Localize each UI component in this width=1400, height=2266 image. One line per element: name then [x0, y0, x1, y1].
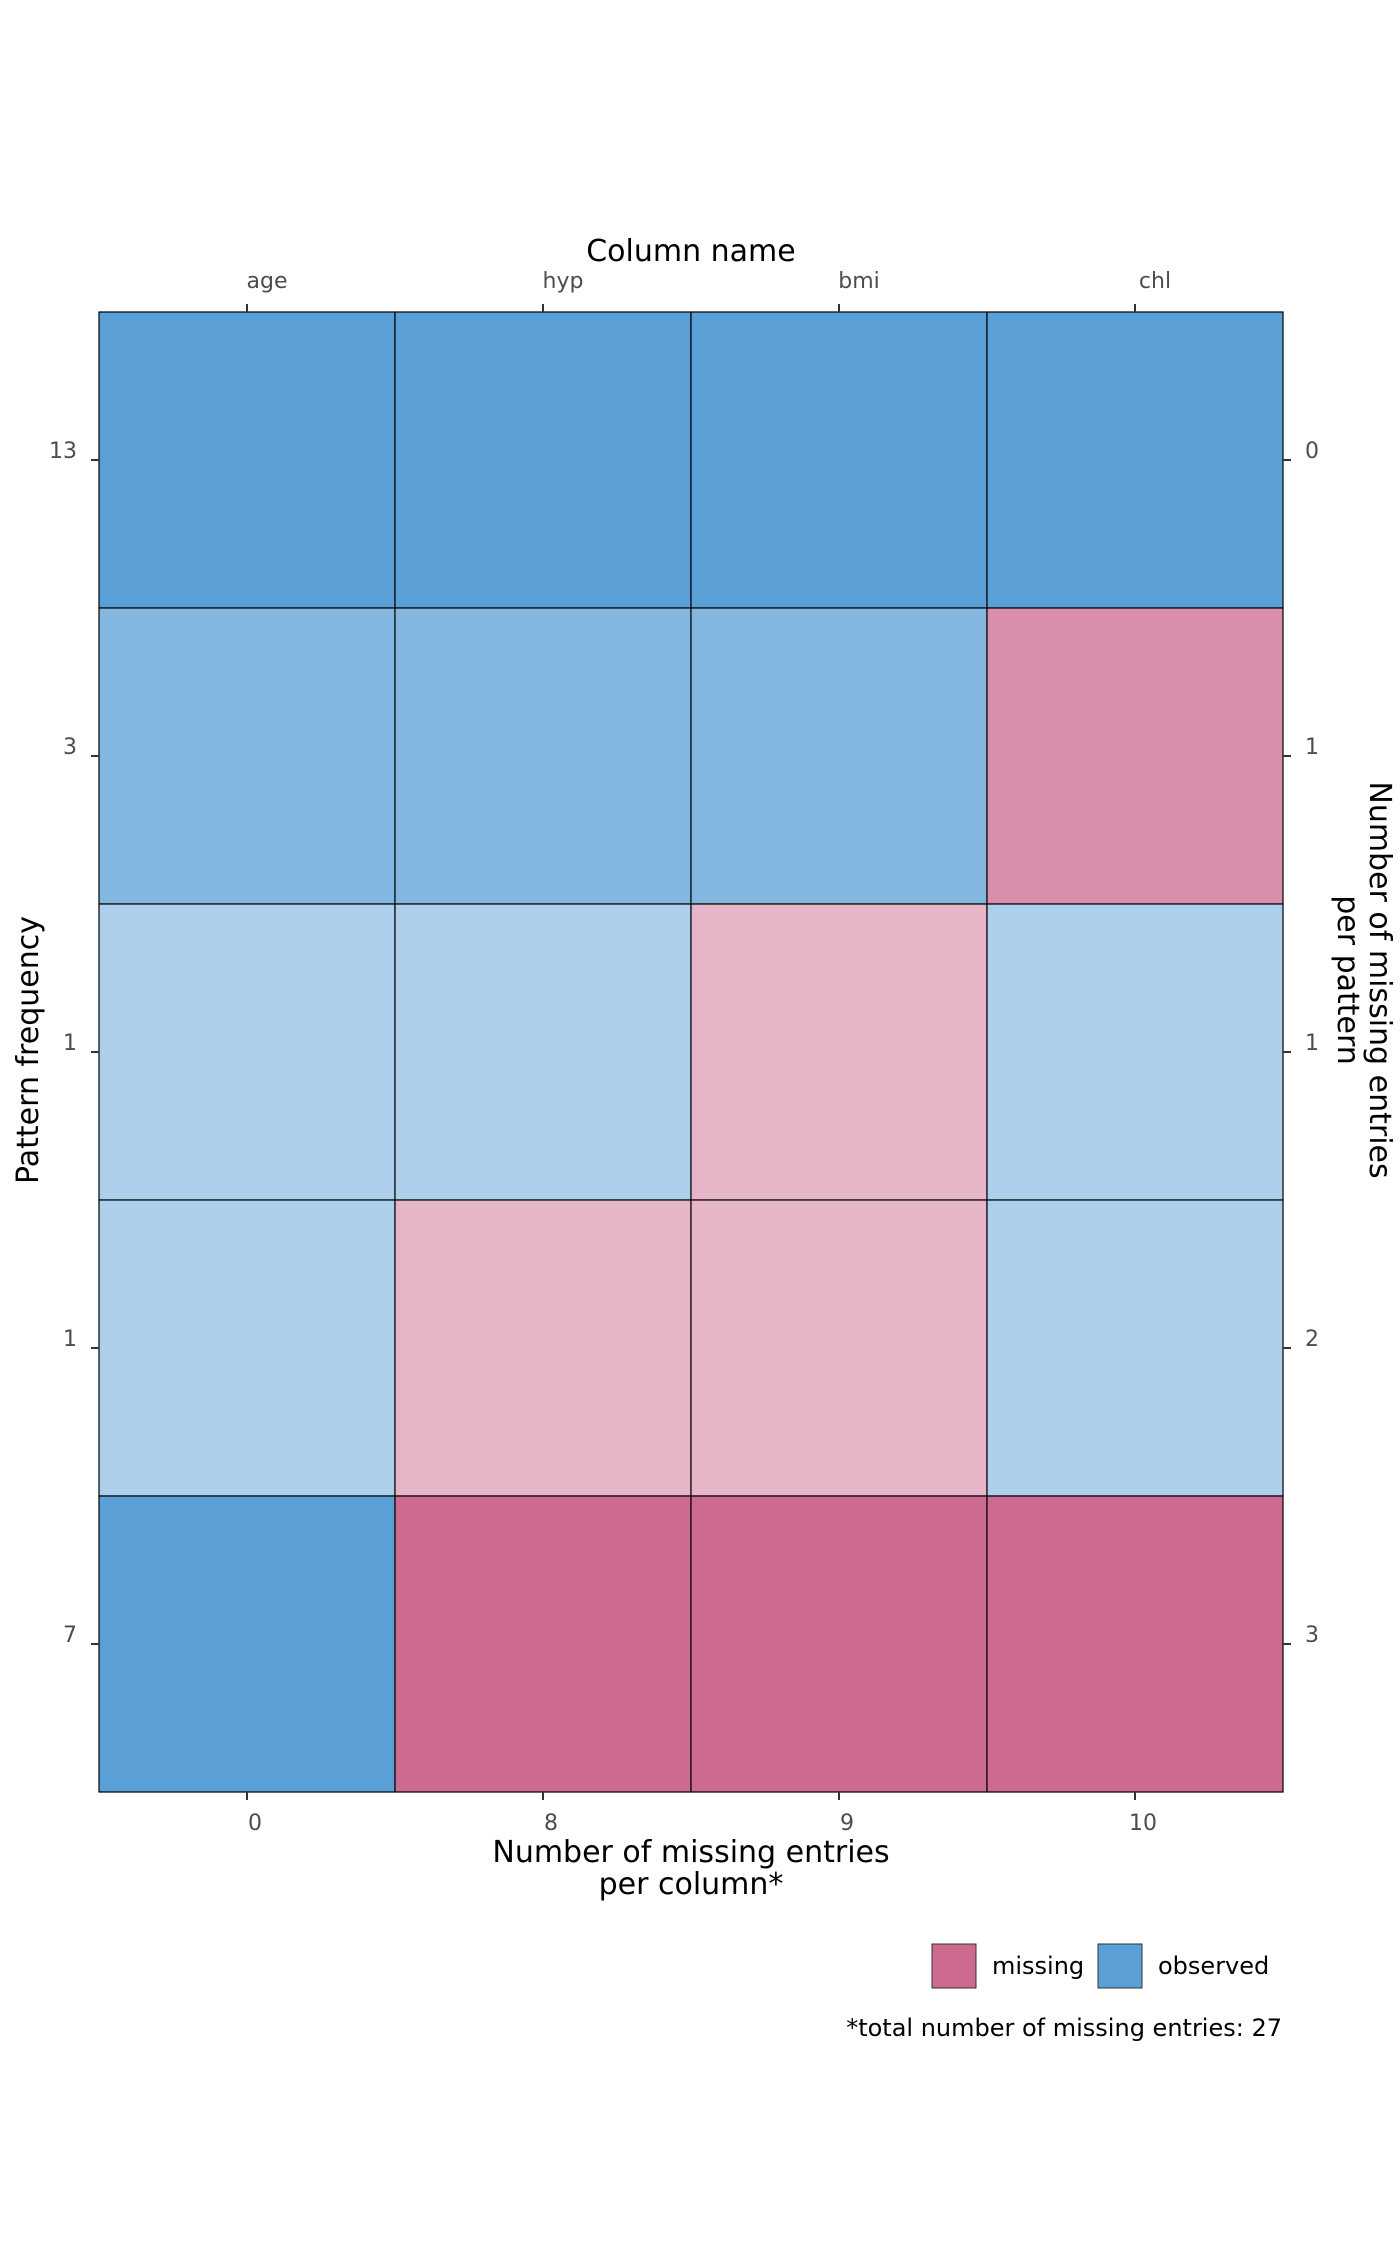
- heatmap-cells: [98, 311, 1284, 1793]
- missing-per-pattern-label-row-1: 0: [1305, 439, 1319, 464]
- missing-per-column-label-bmi: 9: [840, 1811, 854, 1836]
- left-axis-title: Pattern frequency: [11, 916, 46, 1184]
- cell-age-row-1-observed: [98, 311, 396, 609]
- bottom-axis-title-line-2: per column*: [599, 1867, 784, 1902]
- column-label-chl: chl: [1139, 269, 1171, 294]
- cell-age-row-5-observed: [98, 1495, 396, 1793]
- cell-bmi-row-3-missing: [690, 903, 988, 1201]
- tick-labels: age 0 hyp 8 bmi 9 chl 10 13 0 3 1 1 1 1 2 7 3: [49, 269, 1319, 1836]
- missing-per-column-label-age: 0: [248, 1811, 262, 1836]
- missing-per-pattern-label-row-3: 1: [1305, 1031, 1319, 1056]
- pattern-frequency-label-row-3: 1: [63, 1031, 77, 1056]
- missing-per-pattern-label-row-4: 2: [1305, 1327, 1319, 1352]
- pattern-frequency-label-row-1: 13: [49, 439, 77, 464]
- caption: *total number of missing entries: 27: [846, 2014, 1282, 2042]
- column-label-bmi: bmi: [838, 269, 880, 294]
- cell-chl-row-3-observed: [986, 903, 1284, 1201]
- cell-hyp-row-2-observed: [394, 607, 692, 905]
- cell-bmi-row-2-observed: [690, 607, 988, 905]
- cell-chl-row-1-observed: [986, 311, 1284, 609]
- cell-hyp-row-4-missing: [394, 1199, 692, 1497]
- missing-per-column-label-chl: 10: [1129, 1811, 1157, 1836]
- pattern-frequency-label-row-4: 1: [63, 1327, 77, 1352]
- column-label-age: age: [247, 269, 288, 294]
- cell-bmi-row-1-observed: [690, 311, 988, 609]
- cell-age-row-3-observed: [98, 903, 396, 1201]
- column-label-hyp: hyp: [543, 269, 584, 294]
- cell-bmi-row-5-missing: [690, 1495, 988, 1793]
- cell-bmi-row-4-missing: [690, 1199, 988, 1497]
- pattern-frequency-label-row-5: 7: [63, 1623, 77, 1648]
- top-axis-title: Column name: [586, 234, 796, 269]
- missing-per-pattern-label-row-2: 1: [1305, 735, 1319, 760]
- right-axis-title-line-1: Number of missing entries: [1362, 781, 1397, 1178]
- cell-age-row-4-observed: [98, 1199, 396, 1497]
- cell-chl-row-5-missing: [986, 1495, 1284, 1793]
- cell-hyp-row-3-observed: [394, 903, 692, 1201]
- legend: missing observed: [931, 1943, 1269, 1989]
- legend-label-missing: missing: [992, 1952, 1084, 1980]
- pattern-frequency-label-row-2: 3: [63, 735, 77, 760]
- bottom-axis-title-line-1: Number of missing entries: [492, 1835, 889, 1870]
- cell-age-row-2-observed: [98, 607, 396, 905]
- missing-per-pattern-label-row-5: 3: [1305, 1623, 1319, 1648]
- cell-hyp-row-1-observed: [394, 311, 692, 609]
- cell-hyp-row-5-missing: [394, 1495, 692, 1793]
- right-axis-title-line-2: per pattern: [1330, 895, 1365, 1065]
- legend-key-missing: [931, 1943, 977, 1989]
- cell-chl-row-2-missing: [986, 607, 1284, 905]
- missing-per-column-label-hyp: 8: [544, 1811, 558, 1836]
- axis-ticks: [91, 304, 1291, 1800]
- legend-label-observed: observed: [1158, 1952, 1269, 1980]
- cell-chl-row-4-observed: [986, 1199, 1284, 1497]
- legend-key-observed: [1097, 1943, 1143, 1989]
